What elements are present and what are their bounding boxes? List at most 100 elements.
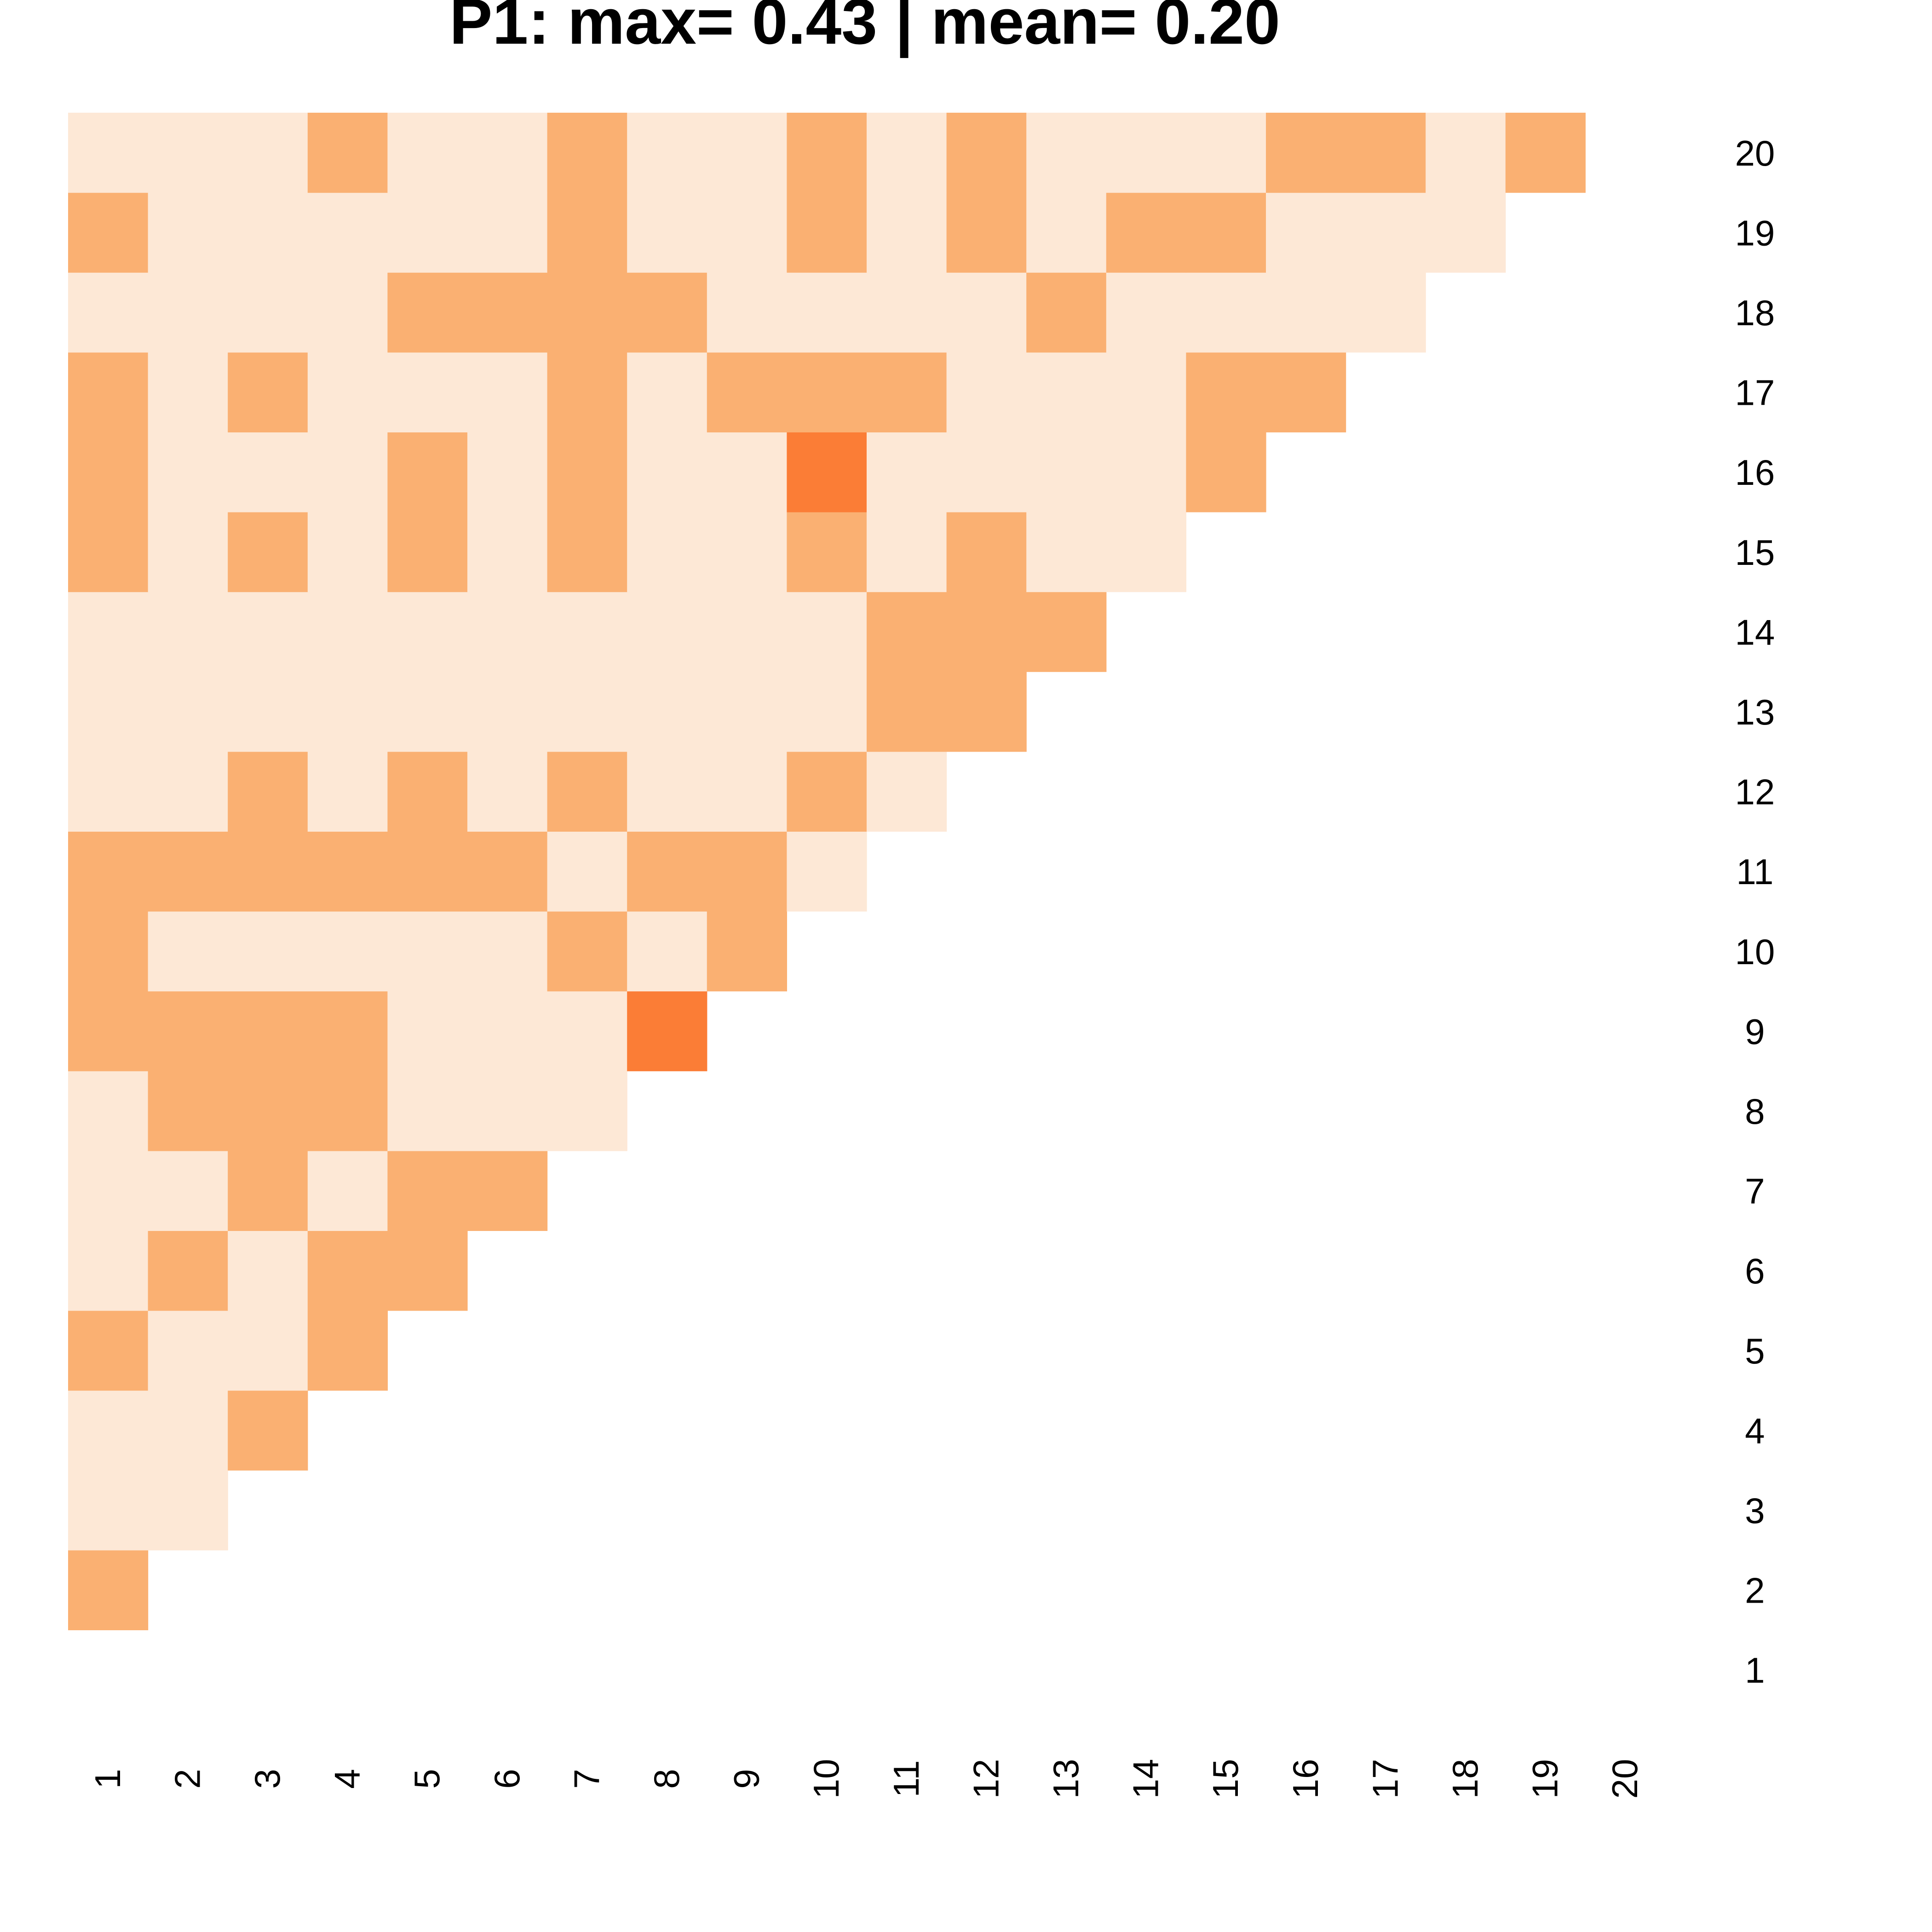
heatmap-cell-9-5 xyxy=(387,991,468,1071)
y-tick-label-20: 20 xyxy=(1735,133,1775,173)
heatmap-cell-20-10 xyxy=(787,113,867,193)
x-tick-label-20: 20 xyxy=(1604,1759,1645,1799)
x-tick-label-3: 3 xyxy=(247,1769,288,1788)
heatmap-cell-14-7 xyxy=(547,592,627,672)
heatmap-cell-15-4 xyxy=(307,512,388,592)
heatmap-cell-8-7 xyxy=(547,1071,627,1151)
heatmap-cell-11-7 xyxy=(547,831,627,912)
heatmap-cell-15-11 xyxy=(867,512,947,592)
heatmap-cell-18-1 xyxy=(68,272,149,353)
x-tick-label-1: 1 xyxy=(87,1769,128,1788)
heatmap-cell-10-3 xyxy=(228,911,308,992)
heatmap-cell-12-11 xyxy=(867,751,947,832)
heatmap-cell-15-8 xyxy=(627,512,707,592)
heatmap-cell-10-4 xyxy=(307,911,388,992)
heatmap-cell-20-16 xyxy=(1266,113,1346,193)
heatmap-cell-12-7 xyxy=(547,751,627,832)
heatmap-cell-18-8 xyxy=(627,272,707,353)
heatmap-cell-19-6 xyxy=(467,192,548,273)
heatmap-cell-17-11 xyxy=(867,352,947,432)
heatmap-cell-8-2 xyxy=(148,1071,228,1151)
x-tick-label-13: 13 xyxy=(1046,1759,1086,1799)
x-tick-label-18: 18 xyxy=(1445,1759,1485,1799)
heatmap-cell-16-1 xyxy=(68,432,149,512)
y-tick-label-2: 2 xyxy=(1745,1570,1765,1611)
heatmap-cell-5-2 xyxy=(148,1311,228,1391)
heatmap-cell-14-4 xyxy=(307,592,388,672)
heatmap-cell-9-3 xyxy=(228,991,308,1071)
y-tick-label-8: 8 xyxy=(1745,1091,1765,1132)
heatmap-cell-20-4 xyxy=(307,113,388,193)
heatmap-cell-11-3 xyxy=(228,831,308,912)
x-tick-label-12: 12 xyxy=(966,1759,1006,1799)
x-tick-label-17: 17 xyxy=(1365,1759,1405,1799)
heatmap-cell-17-9 xyxy=(707,352,787,432)
heatmap-cell-10-2 xyxy=(148,911,228,992)
heatmap-cell-16-14 xyxy=(1106,432,1186,512)
heatmap-cell-12-6 xyxy=(467,751,548,832)
heatmap-cell-9-2 xyxy=(148,991,228,1071)
heatmap-cell-20-2 xyxy=(148,113,228,193)
heatmap-cell-17-3 xyxy=(228,352,308,432)
heatmap-cell-20-9 xyxy=(707,113,787,193)
heatmap-cell-20-19 xyxy=(1505,113,1586,193)
heatmap-cell-14-13 xyxy=(1026,592,1107,672)
heatmap-cell-20-3 xyxy=(228,113,308,193)
heatmap-cell-17-10 xyxy=(787,352,867,432)
heatmap-cell-18-5 xyxy=(387,272,468,353)
heatmap-cell-18-4 xyxy=(307,272,388,353)
heatmap-cell-16-7 xyxy=(547,432,627,512)
heatmap-cell-3-2 xyxy=(148,1470,228,1551)
chart-title: P1: max= 0.43 | mean= 0.20 xyxy=(449,0,1280,58)
heatmap-cell-20-6 xyxy=(467,113,548,193)
heatmap-cell-18-7 xyxy=(547,272,627,353)
heatmap-cell-13-1 xyxy=(68,672,149,752)
heatmap-cell-16-10 xyxy=(787,432,867,512)
heatmap-cell-19-10 xyxy=(787,192,867,273)
heatmap-cell-14-9 xyxy=(707,592,787,672)
heatmap-cell-9-1 xyxy=(68,991,149,1071)
heatmap-cell-3-1 xyxy=(68,1470,149,1551)
heatmap-cell-14-1 xyxy=(68,592,149,672)
heatmap-cell-17-1 xyxy=(68,352,149,432)
heatmap-cell-16-9 xyxy=(707,432,787,512)
y-tick-label-4: 4 xyxy=(1745,1410,1765,1451)
heatmap-cell-14-10 xyxy=(787,592,867,672)
x-tick-label-5: 5 xyxy=(407,1769,447,1788)
heatmap-cell-15-7 xyxy=(547,512,627,592)
heatmap-cell-6-1 xyxy=(68,1230,149,1311)
y-tick-label-7: 7 xyxy=(1745,1171,1765,1212)
heatmap-cell-17-8 xyxy=(627,352,707,432)
heatmap-cell-19-12 xyxy=(946,192,1027,273)
heatmap-cell-17-16 xyxy=(1266,352,1346,432)
heatmap-cell-10-7 xyxy=(547,911,627,992)
heatmap-cell-11-5 xyxy=(387,831,468,912)
heatmap-cell-12-5 xyxy=(387,751,468,832)
heatmap-cell-17-12 xyxy=(946,352,1027,432)
heatmap-cell-11-2 xyxy=(148,831,228,912)
heatmap-cell-10-9 xyxy=(707,911,787,992)
heatmap-cell-7-4 xyxy=(307,1150,388,1231)
heatmap-cell-10-8 xyxy=(627,911,707,992)
heatmap-cell-12-4 xyxy=(307,751,388,832)
heatmap-cell-14-2 xyxy=(148,592,228,672)
x-tick-label-19: 19 xyxy=(1525,1759,1565,1799)
heatmap-cell-20-5 xyxy=(387,113,468,193)
heatmap-cell-12-10 xyxy=(787,751,867,832)
heatmap-cell-19-3 xyxy=(228,192,308,273)
heatmap-cell-19-18 xyxy=(1426,192,1506,273)
heatmap-cell-14-8 xyxy=(627,592,707,672)
heatmap-cell-19-17 xyxy=(1346,192,1426,273)
heatmap-cell-20-11 xyxy=(867,113,947,193)
heatmap-cell-11-6 xyxy=(467,831,548,912)
heatmap-cell-19-15 xyxy=(1186,192,1266,273)
heatmap-cell-16-15 xyxy=(1186,432,1266,512)
heatmap-cell-9-6 xyxy=(467,991,548,1071)
heatmap-cell-4-2 xyxy=(148,1390,228,1471)
y-tick-label-10: 10 xyxy=(1735,932,1775,972)
y-tick-label-9: 9 xyxy=(1745,1011,1765,1052)
heatmap-cell-7-2 xyxy=(148,1150,228,1231)
heatmap-cell-20-15 xyxy=(1186,113,1266,193)
heatmap-cell-7-3 xyxy=(228,1150,308,1231)
